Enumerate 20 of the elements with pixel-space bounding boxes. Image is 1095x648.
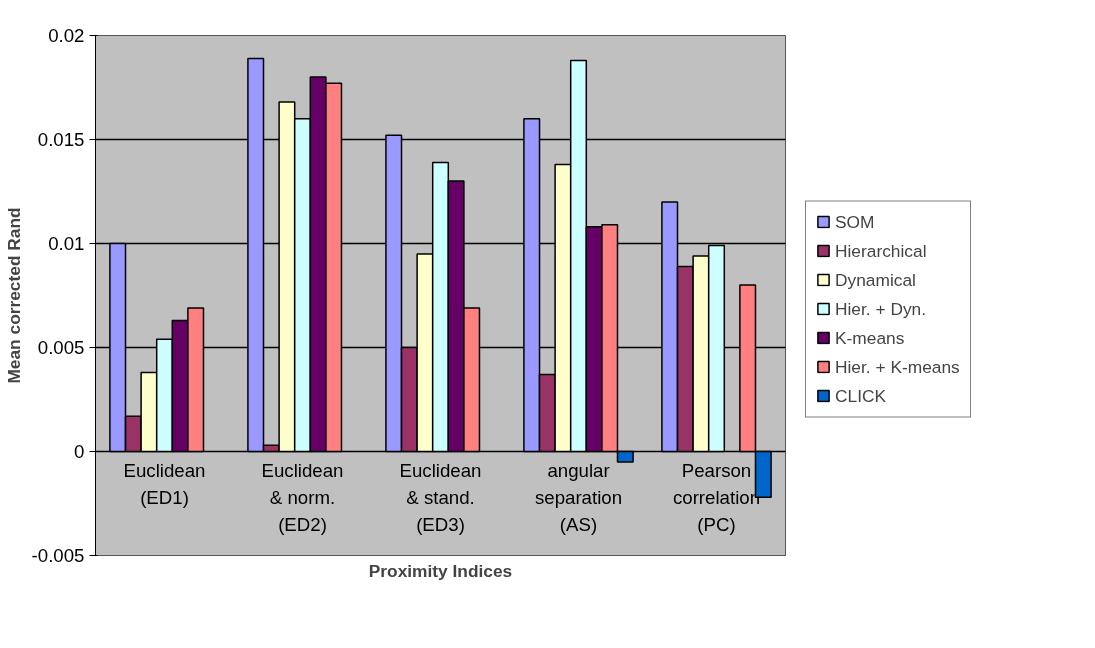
legend-label: Hier. + K-means: [835, 356, 960, 377]
y-tick-label: 0.01: [48, 233, 85, 254]
y-tick-label: -0.005: [31, 545, 85, 566]
y-axis-title: Mean corrected Rand: [3, 207, 24, 384]
y-tick-label: 0: [74, 441, 85, 462]
legend-label: Hier. + Dyn.: [835, 298, 927, 319]
legend-label: Hierarchical: [835, 240, 927, 261]
legend-label: SOM: [835, 211, 875, 232]
x-tick-label: Euclidean & norm. (ED2): [261, 459, 344, 536]
x-axis-title: Proximity Indices: [368, 560, 513, 581]
legend-label: Dynamical: [835, 269, 916, 290]
x-tick-label: Euclidean & stand. (ED3): [399, 459, 482, 536]
legend-label: CLICK: [835, 385, 887, 406]
x-tick-label: angular separation (AS): [534, 459, 623, 536]
x-tick-label: Pearson correlation (PC): [672, 459, 761, 536]
y-tick-label: 0.015: [37, 129, 85, 150]
y-tick-label: 0.005: [37, 337, 85, 358]
legend-label: K-means: [835, 327, 905, 348]
y-tick-label: 0.02: [48, 25, 85, 46]
x-tick-label: Euclidean (ED1): [123, 459, 206, 508]
